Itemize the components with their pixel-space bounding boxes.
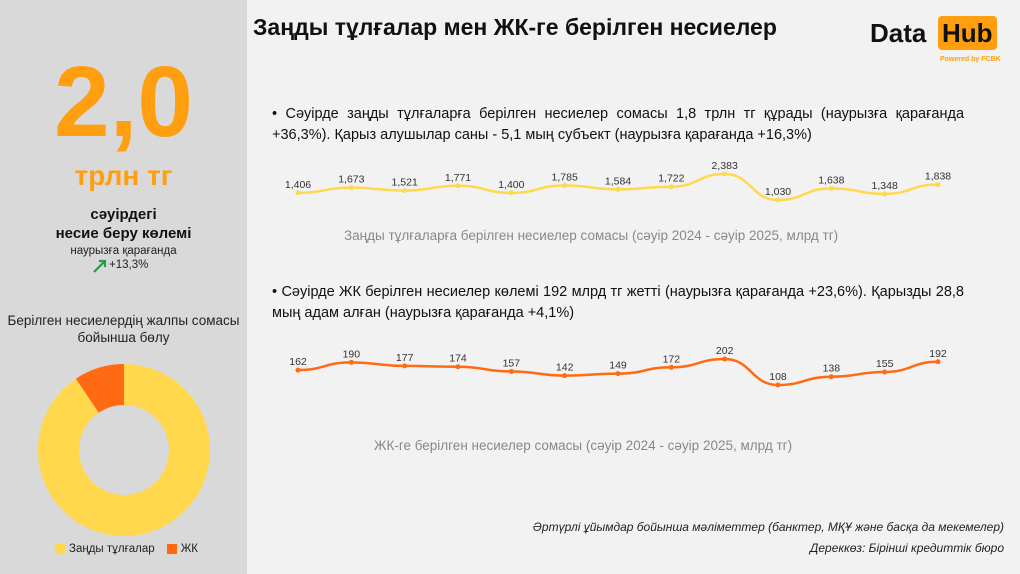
sole-data-label: 142 [556,362,574,374]
sole-point [935,359,941,365]
total-volume-unit: трлн тг [74,160,173,191]
sole-point [882,369,888,375]
comparison-value: +13,3% [109,259,149,271]
sole-data-label: 177 [396,352,414,364]
legal-point [562,182,568,188]
bullet-sole-proprietors: • Сәуірде ЖК берілген несиелер көлемі 19… [272,284,964,321]
sole-data-label: 174 [449,353,467,365]
sole-data-label: 202 [716,345,734,357]
trend-up-icon [93,259,107,273]
legal-point [348,185,354,191]
sole-point [562,373,568,379]
volume-label-line1: сәуірдегі [90,206,157,223]
logo-data-text: Data [870,18,927,48]
legal-data-label: 1,673 [338,174,364,186]
legal-point [295,190,301,196]
legal-point [935,181,941,187]
legal-point [668,184,674,190]
footer-note: Әртүрлі ұйымдар бойынша мәліметтер (банк… [532,520,1004,534]
legal-point [828,185,834,191]
donut-slice-legal [37,364,211,536]
sole-point [455,364,461,370]
sole-point [828,374,834,380]
donut-legend: Заңды тұлғалар ЖК [55,543,198,555]
logo-hub-text: Hub [938,16,997,50]
donut-chart [37,364,211,536]
legal-data-label: 2,383 [712,160,738,172]
sole-data-label: 192 [929,348,947,360]
legal-point [615,186,621,192]
legal-point [455,183,461,189]
legend-item-sole: ЖК [166,543,199,555]
legal-data-label: 1,584 [605,175,631,187]
legend-swatch-sole [166,544,177,554]
legal-data-label: 1,838 [925,170,951,182]
legal-data-label: 1,771 [445,172,471,184]
sole-point [615,371,621,377]
legend-label-sole: ЖК [180,543,199,555]
sole-point [295,367,301,373]
legal-data-label: 1,785 [552,171,578,183]
donut-slice-sole [75,364,124,413]
sole-data-label: 162 [289,356,307,368]
legal-point [775,197,781,203]
legal-point [402,188,408,194]
legal-data-label: 1,348 [872,180,898,192]
legal-data-label: 1,400 [498,179,524,191]
sole-point [775,382,781,388]
donut-title: Берілген несиелердің жалпы сомасы бойынш… [7,313,240,345]
footer-source: Дереккөз: Бірінші кредиттік бюро [809,541,1004,555]
legal-data-label: 1,030 [765,186,791,198]
sole-data-label: 155 [876,358,894,370]
legal-point [882,191,888,197]
sole-point [508,368,514,374]
sole-data-label: 157 [503,357,521,369]
legal-data-label: 1,521 [392,177,418,189]
sole-chart-caption: ЖК-ге берілген несиелер сомасы (сәуір 20… [374,438,793,453]
sole-data-label: 138 [823,363,841,375]
sole-point [402,363,408,369]
logo-powered-text: Powered by FCBK [940,56,1001,63]
sole-data-label: 149 [609,360,627,372]
sole-point [668,364,674,370]
total-volume-value: 2,0 [53,46,193,158]
legal-point [722,171,728,177]
legend-swatch-legal [55,544,65,554]
volume-label-line2: несие беру көлемі [55,225,192,242]
sidebar [0,0,247,574]
legal-data-label: 1,406 [285,179,311,191]
sole-data-label: 190 [343,348,361,360]
sole-point [348,359,354,365]
bullet-legal-text: Сәуірде заңды тұлғаларға берілген несиел… [272,106,965,143]
legend-item-legal: Заңды тұлғалар [55,543,155,555]
legal-data-label: 1,638 [818,174,844,186]
legend-label-legal: Заңды тұлғалар [69,543,155,555]
legal-entities-line-chart: 1,406 1,673 1,521 1,771 1,400 1,785 1,584 1,722… [285,160,951,203]
legal-point [508,190,514,196]
sole-data-label: 172 [663,353,681,365]
page-title: Заңды тұлғалар мен ЖК-ге берілген несиел… [253,14,777,40]
sole-data-label: 108 [769,371,787,383]
legal-data-label: 1,722 [658,173,684,185]
bullet-sole-text: Сәуірде ЖК берілген несиелер көлемі 192 … [272,284,964,321]
bullet-legal-entities: • Сәуірде заңды тұлғаларға берілген неси… [272,106,965,143]
sole-point [722,356,728,362]
comparison-label: наурызға қарағанда [70,245,177,257]
legal-chart-caption: Заңды тұлғаларға берілген несиелер сомас… [344,228,839,243]
volume-label: сәуірдегі несие беру көлемі [0,205,247,243]
sole-proprietors-line-chart: 162 190 177 174 157 142 149 172 202 108 138 155 192 [289,345,947,388]
